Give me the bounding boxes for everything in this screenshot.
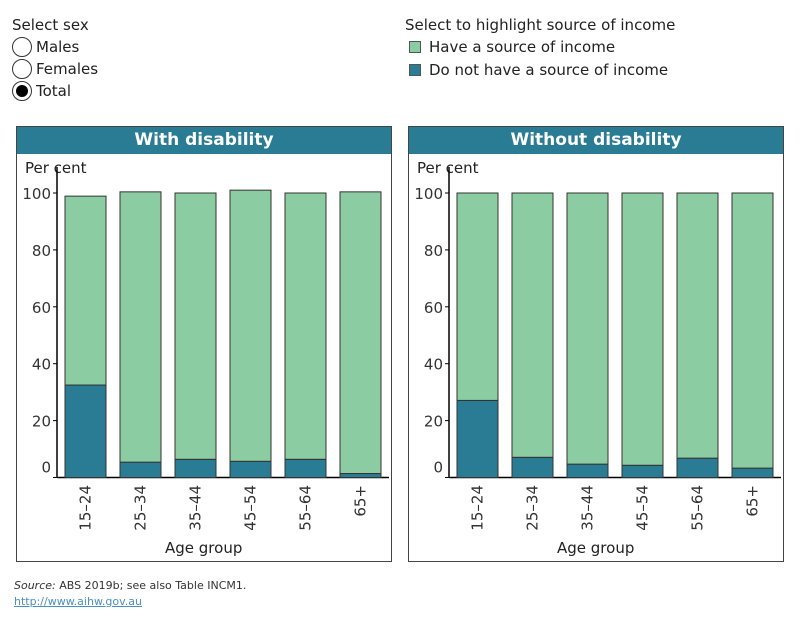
legend-item-have[interactable]: Have a source of income [409, 38, 615, 56]
radio-females[interactable]: Females [12, 59, 98, 79]
aihw-link[interactable]: http://www.aihw.gov.au [14, 595, 143, 608]
bar-segment [566, 463, 609, 479]
source-label: Source: [14, 579, 56, 592]
bar-segment [676, 457, 719, 478]
bar-segment [339, 191, 382, 475]
x-tick-label: 45–54 [634, 485, 652, 531]
x-tick-label: 15–24 [469, 485, 487, 531]
x-tick-label: 25–34 [524, 485, 542, 531]
x-tick-label: 65+ [352, 485, 370, 517]
y-tick-label: 100 [414, 185, 443, 203]
y-tick-label: 80 [424, 242, 443, 260]
panel-title: With disability [17, 127, 391, 154]
bar-segment [456, 399, 499, 479]
legend-title: Select to highlight source of income [405, 16, 676, 34]
bar-segment [731, 192, 774, 469]
panel-title: Without disability [409, 127, 783, 154]
bar-segment [339, 473, 382, 478]
bar-segment [731, 467, 774, 479]
y-axis-label: Per cent [417, 159, 479, 177]
y-tick-label: 100 [22, 185, 51, 203]
y-tick-label: 0 [41, 459, 51, 477]
x-axis-label: Age group [165, 539, 243, 557]
bar-segment [174, 458, 217, 478]
x-tick-label: 15–24 [77, 485, 95, 531]
panel-without-disability: Without disability Per cent 0 20 40 60 80 100… [408, 126, 784, 562]
y-axis-label: Per cent [25, 159, 87, 177]
radio-males[interactable]: Males [12, 37, 79, 57]
y-tick-label: 40 [32, 356, 51, 374]
bar-segment [229, 189, 272, 462]
bar-segment [456, 192, 499, 401]
y-tick-label: 60 [424, 299, 443, 317]
bar-segment [119, 461, 162, 478]
x-tick-label: 45–54 [242, 485, 260, 531]
source-text: ABS 2019b; see also Table INCM1. [55, 579, 247, 592]
radio-total[interactable]: Total [12, 81, 71, 101]
bar-segment [174, 192, 217, 460]
bar-segment [566, 192, 609, 465]
bar-segment [511, 456, 554, 479]
x-tick-label: 55–64 [689, 485, 707, 531]
bar-segment [621, 192, 664, 466]
radio-circle-icon[interactable] [12, 37, 32, 57]
y-tick-label: 20 [424, 413, 443, 431]
legend-label: Do not have a source of income [429, 61, 669, 79]
bar-segment [119, 191, 162, 463]
x-tick-label: 25–34 [132, 485, 150, 531]
x-tick-label: 35–44 [187, 485, 205, 531]
bar-segment [284, 192, 327, 460]
bar-segment [64, 195, 107, 386]
x-tick-label: 55–64 [297, 485, 315, 531]
source-note: Source: ABS 2019b; see also Table INCM1. [14, 579, 246, 592]
legend-item-not-have[interactable]: Do not have a source of income [409, 61, 668, 79]
y-tick-label: 40 [424, 356, 443, 374]
bar-segment [64, 384, 107, 479]
bar-segment [511, 192, 554, 458]
radio-label: Males [36, 38, 80, 56]
panel-with-disability: With disability Per cent 0 20 40 60 80 100 15–… [16, 126, 392, 562]
bar-segment [676, 192, 719, 459]
bar-segment [621, 464, 664, 479]
sex-filter-label: Select sex [12, 16, 89, 34]
chart-svg: 0 20 40 60 80 100 15–24 25–34 35–44 45–54 55–64 65+ [22, 167, 389, 531]
bar-segment [229, 460, 272, 479]
bar-segment [284, 458, 327, 478]
radio-label: Females [36, 60, 99, 78]
y-tick-label: 20 [32, 413, 51, 431]
y-tick-label: 80 [32, 242, 51, 260]
y-tick-label: 60 [32, 299, 51, 317]
x-tick-label: 35–44 [579, 485, 597, 531]
radio-selected-icon[interactable] [12, 81, 32, 101]
x-tick-label: 65+ [744, 485, 762, 517]
legend-swatch [409, 64, 421, 76]
legend-swatch [409, 41, 421, 53]
radio-circle-icon[interactable] [12, 59, 32, 79]
radio-label: Total [36, 82, 72, 100]
x-axis-label: Age group [557, 539, 635, 557]
chart-svg: 0 20 40 60 80 100 15–24 25–34 35–44 45–54 55–64 65+ [414, 167, 781, 531]
legend-label: Have a source of income [429, 38, 616, 56]
y-tick-label: 0 [433, 459, 443, 477]
